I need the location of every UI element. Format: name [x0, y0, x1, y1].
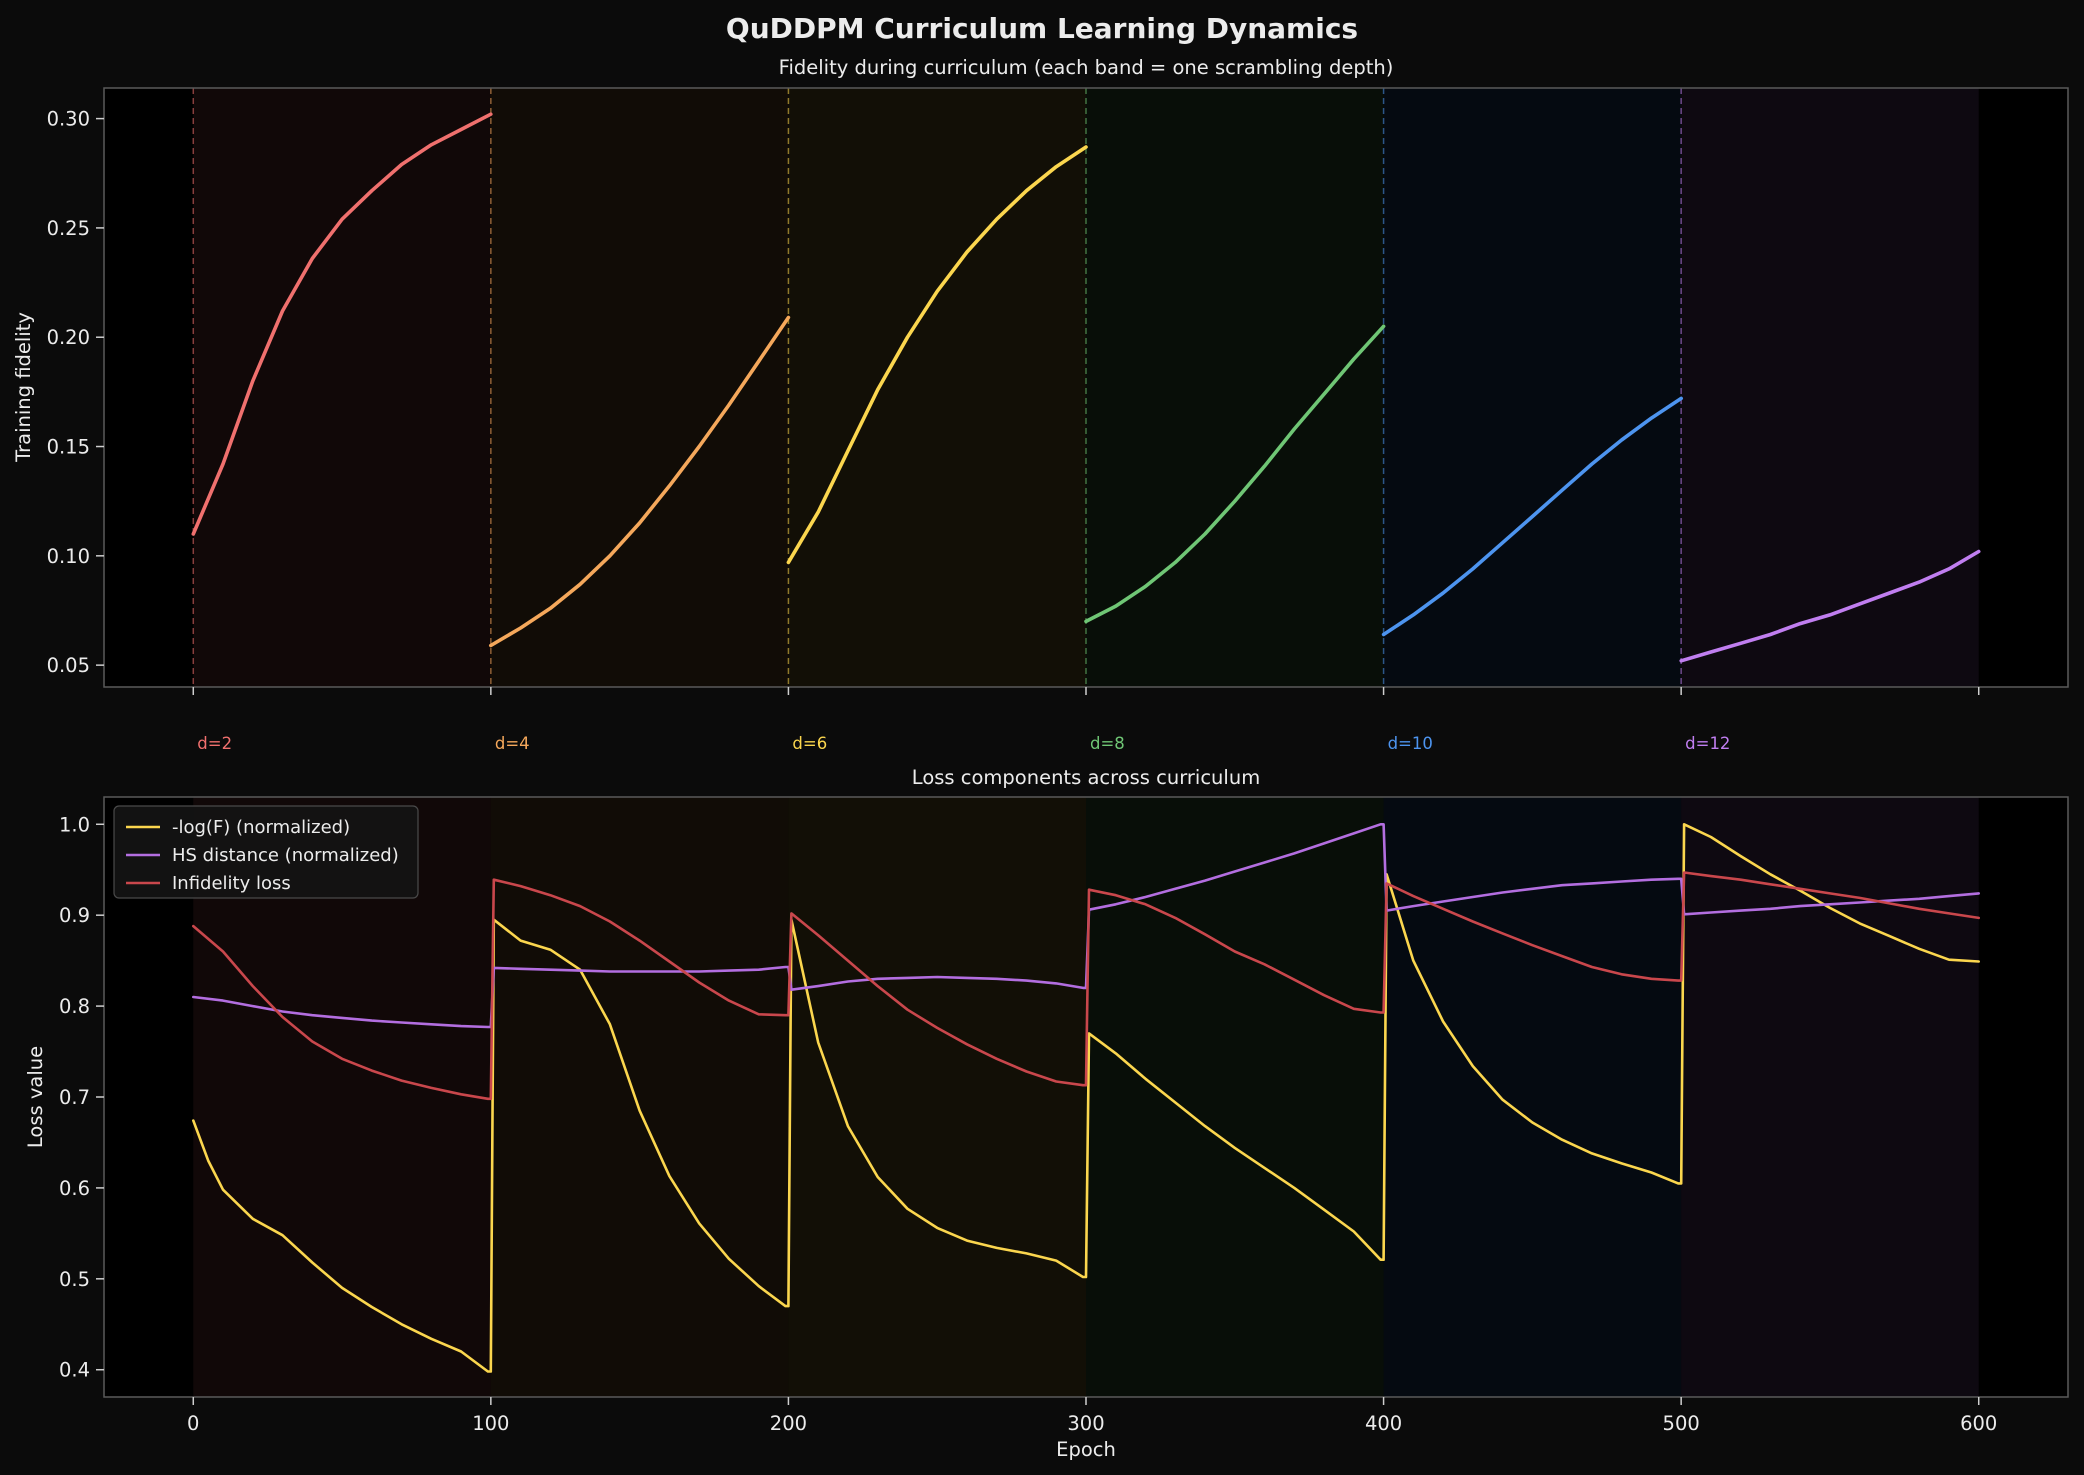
y-tick-label: 0.30 — [47, 108, 90, 131]
y-tick-label: 0.8 — [59, 995, 90, 1018]
series-line--log-f-normalized- — [192, 822, 1980, 1373]
plot-area — [104, 88, 2068, 687]
band-d=10 — [1383, 88, 1682, 687]
series-line-d-2 — [191, 112, 493, 536]
band-label-d=12: d=12 — [1685, 734, 1730, 753]
y-tick-label: 0.6 — [59, 1177, 90, 1200]
figure-title: QuDDPM Curriculum Learning Dynamics — [726, 12, 1358, 45]
band-d=8 — [1086, 797, 1384, 1397]
y-tick-label: 1.0 — [59, 813, 90, 836]
y-tick-label: 0.05 — [47, 654, 90, 677]
y-tick-label: 0.20 — [47, 326, 90, 349]
band-d=10 — [1383, 797, 1682, 1397]
fidelity-y-axis-label: Training fidelity — [12, 312, 35, 463]
band-d=6 — [788, 88, 1086, 687]
fidelity-panel: Fidelity during curriculum (each band = … — [12, 56, 2069, 753]
loss-y-axis-label: Loss value — [24, 1046, 47, 1148]
band-label-d=4: d=4 — [495, 734, 530, 753]
series-line-d-10 — [1381, 396, 1683, 637]
series-line-d-4 — [488, 315, 791, 648]
band-d=4 — [490, 797, 789, 1397]
series-line-d-8 — [1084, 324, 1386, 624]
band-d=4 — [490, 88, 789, 687]
y-tick-label: 0.25 — [47, 217, 90, 240]
x-tick-label: 300 — [1067, 1412, 1104, 1435]
fidelity-panel-title: Fidelity during curriculum (each band = … — [779, 56, 1394, 79]
series-line-d-6 — [786, 145, 1088, 565]
y-tick-label: 0.7 — [59, 1086, 90, 1109]
series-line-d-12 — [1679, 549, 1981, 663]
legend-label: Infidelity loss — [172, 873, 291, 894]
legend-label: -log(F) (normalized) — [172, 817, 350, 838]
y-tick-label: 0.5 — [59, 1268, 90, 1291]
y-tick-label: 0.15 — [47, 436, 90, 459]
band-label-d=10: d=10 — [1388, 734, 1433, 753]
band-d=12 — [1681, 88, 1979, 687]
plot-area — [104, 797, 2068, 1397]
band-label-d=8: d=8 — [1090, 734, 1125, 753]
x-tick-label: 200 — [770, 1412, 807, 1435]
loss-panel: Loss components across curriculum Loss v… — [24, 766, 2069, 1461]
x-tick-label: 100 — [472, 1412, 509, 1435]
band-d=8 — [1086, 88, 1384, 687]
legend: -log(F) (normalized) HS distance (normali… — [113, 805, 419, 899]
band-label-d=6: d=6 — [792, 734, 827, 753]
x-tick-label: 400 — [1365, 1412, 1402, 1435]
series-line-infidelity-loss — [192, 871, 1980, 1101]
y-tick-label: 0.10 — [47, 545, 90, 568]
y-tick-label: 0.9 — [59, 904, 90, 927]
x-tick-label: 500 — [1663, 1412, 1700, 1435]
band-d=6 — [788, 797, 1086, 1397]
loss-x-axis-label: Epoch — [1056, 1438, 1116, 1461]
legend-label: HS distance (normalized) — [172, 845, 399, 866]
band-d=12 — [1681, 797, 1979, 1397]
band-label-d=2: d=2 — [197, 734, 232, 753]
legend-box — [113, 805, 419, 899]
x-tick-label: 0 — [187, 1412, 199, 1435]
y-tick-label: 0.4 — [59, 1359, 90, 1382]
band-d=2 — [193, 88, 491, 687]
loss-panel-title: Loss components across curriculum — [912, 766, 1260, 789]
x-tick-label: 600 — [1960, 1412, 1997, 1435]
